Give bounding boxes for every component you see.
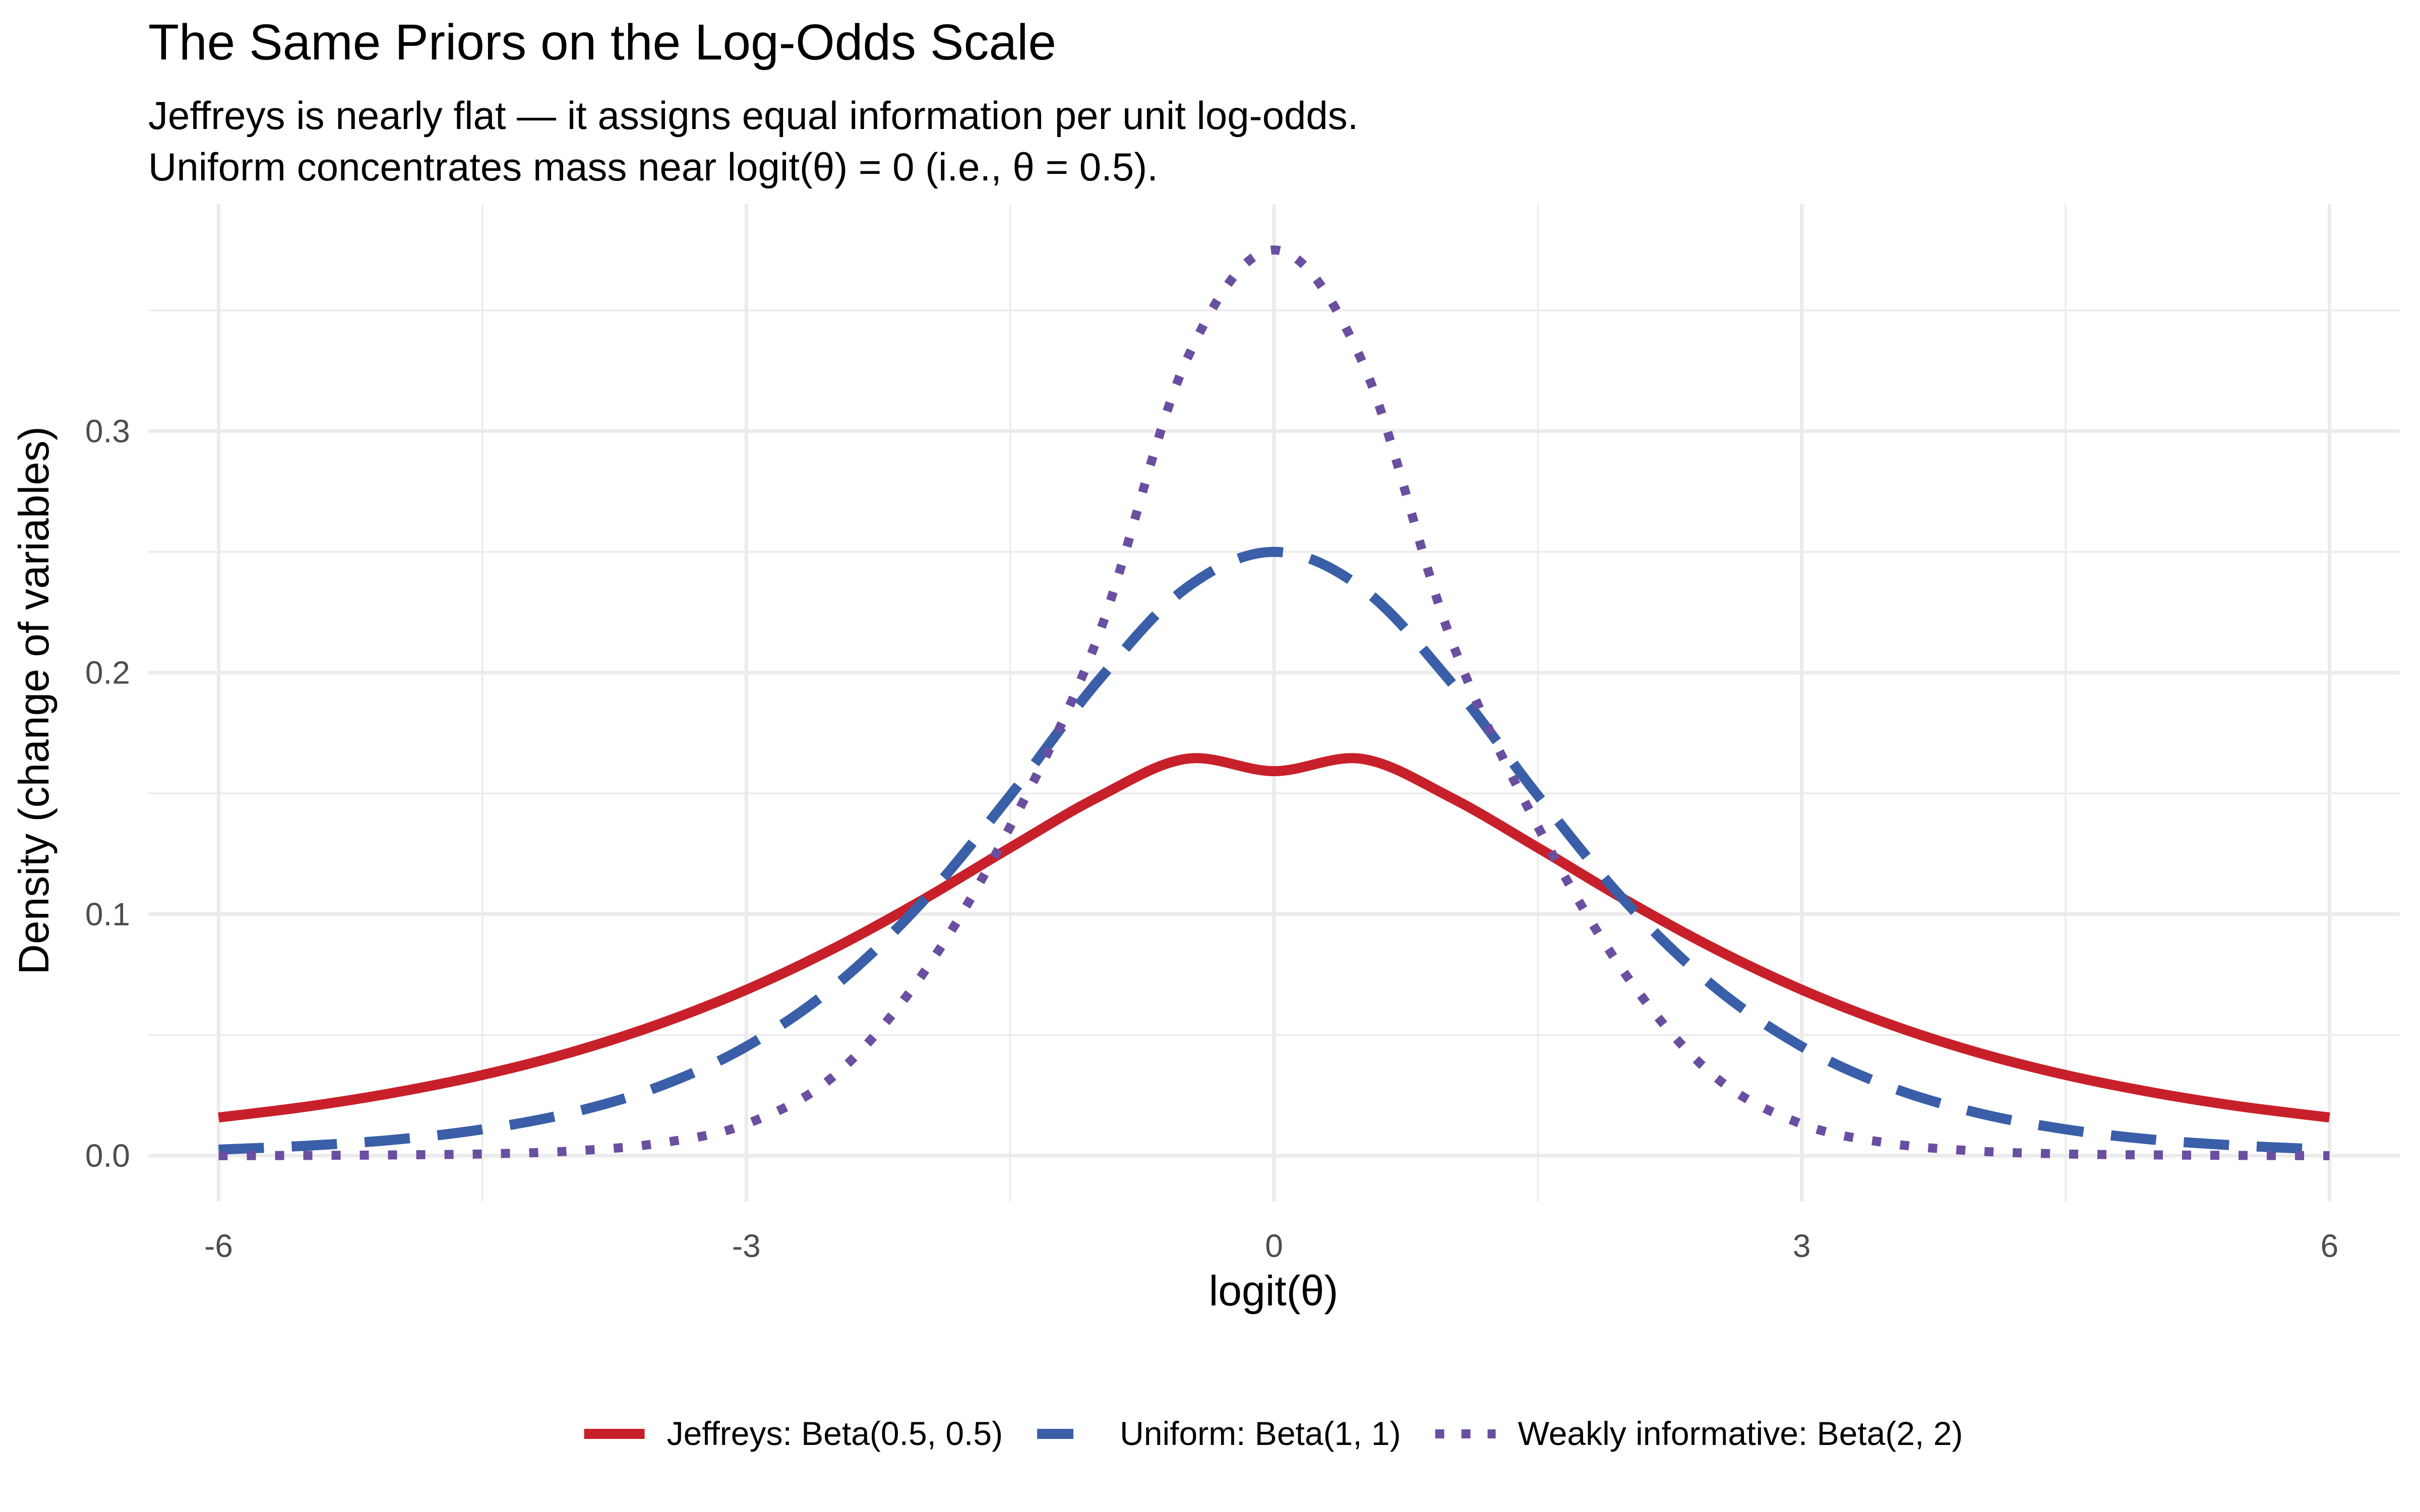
x-tick-label: -3 — [732, 1228, 761, 1264]
y-axis-title: Density (change of variables) — [10, 426, 57, 975]
y-tick-label: 0.1 — [85, 896, 130, 932]
series-line-solid — [218, 753, 2330, 1123]
y-tick-label: 0.2 — [85, 655, 130, 691]
grid — [148, 204, 2400, 1202]
x-tick-label: 6 — [2321, 1228, 2339, 1264]
legend-label: Jeffreys: Beta(0.5, 0.5) — [667, 1415, 1003, 1452]
y-tick-label: 0.0 — [85, 1138, 130, 1174]
legend: Jeffreys: Beta(0.5, 0.5) Uniform: Beta(1,… — [584, 1415, 1963, 1452]
y-tick-label: 0.3 — [85, 413, 130, 449]
chart-subtitle-line-1: Jeffreys is nearly flat — it assigns equ… — [148, 93, 1358, 138]
chart-title: The Same Priors on the Log-Odds Scale — [148, 14, 1056, 71]
y-axis-ticks: 0.0 0.1 0.2 0.3 — [85, 413, 130, 1174]
legend-label: Weakly informative: Beta(2, 2) — [1518, 1415, 1963, 1452]
x-axis-ticks: -6 -3 0 3 6 — [204, 1228, 2338, 1264]
chart-subtitle-line-2: Uniform concentrates mass near logit(θ) … — [148, 145, 1158, 189]
series-lines — [218, 245, 2330, 1160]
series-line-dashed — [218, 547, 2330, 1155]
legend-label: Uniform: Beta(1, 1) — [1120, 1415, 1401, 1452]
legend-item: Jeffreys: Beta(0.5, 0.5) — [584, 1415, 1003, 1452]
legend-item: Uniform: Beta(1, 1) — [1037, 1415, 1401, 1452]
chart-header: The Same Priors on the Log-Odds Scale Je… — [148, 14, 1358, 189]
x-axis-title: logit(θ) — [1209, 1267, 1339, 1314]
x-tick-label: 3 — [1793, 1228, 1811, 1264]
series-line-dotted — [218, 245, 2330, 1160]
x-tick-label: -6 — [204, 1228, 233, 1264]
x-tick-label: 0 — [1265, 1228, 1283, 1264]
legend-item: Weakly informative: Beta(2, 2) — [1435, 1415, 1963, 1452]
